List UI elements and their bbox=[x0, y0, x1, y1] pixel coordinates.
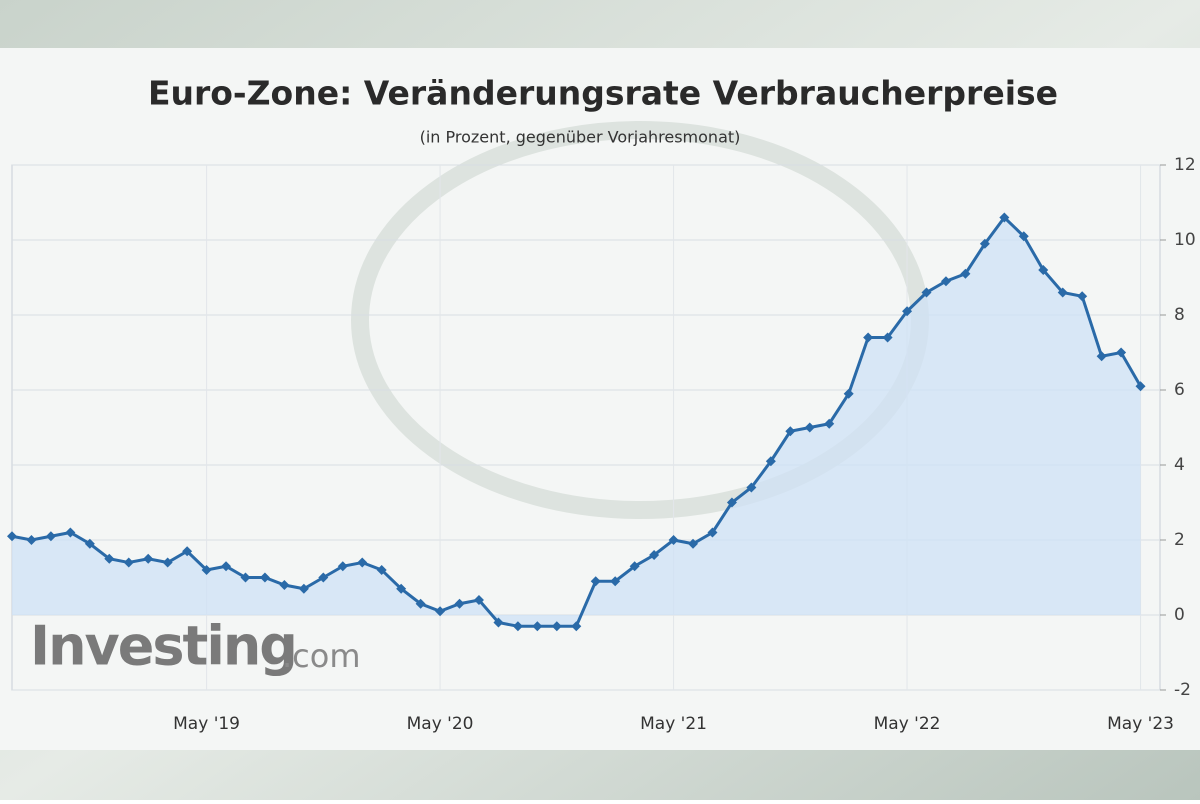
marker bbox=[357, 557, 368, 568]
marker bbox=[1038, 265, 1049, 275]
y-tick-label: 0 bbox=[1174, 605, 1185, 625]
marker bbox=[182, 546, 193, 557]
marker bbox=[1057, 287, 1068, 298]
marker bbox=[551, 621, 562, 632]
marker bbox=[610, 576, 621, 587]
marker bbox=[493, 617, 504, 628]
marker bbox=[298, 583, 309, 594]
y-tick-label: 4 bbox=[1174, 455, 1185, 475]
marker bbox=[1077, 291, 1088, 302]
marker bbox=[688, 538, 699, 549]
y-tick-label: -2 bbox=[1174, 680, 1191, 700]
y-tick-label: 10 bbox=[1174, 230, 1196, 250]
marker bbox=[863, 332, 874, 343]
marker bbox=[726, 497, 737, 508]
marker bbox=[843, 388, 854, 399]
marker bbox=[979, 238, 990, 249]
marker bbox=[7, 531, 17, 542]
marker bbox=[824, 418, 835, 429]
marker bbox=[415, 598, 426, 609]
marker bbox=[143, 553, 154, 564]
marker bbox=[123, 557, 134, 568]
marker bbox=[765, 456, 776, 467]
x-tick-label: May '19 bbox=[173, 714, 240, 734]
marker bbox=[707, 527, 718, 538]
marker bbox=[473, 595, 484, 605]
marker bbox=[668, 535, 679, 545]
marker bbox=[454, 598, 465, 609]
marker bbox=[1135, 381, 1146, 392]
y-tick-label: 12 bbox=[1174, 155, 1196, 175]
marker bbox=[999, 212, 1010, 223]
marker bbox=[435, 606, 446, 617]
marker bbox=[512, 621, 523, 632]
marker bbox=[84, 538, 95, 549]
marker bbox=[532, 621, 543, 632]
y-tick-label: 6 bbox=[1174, 380, 1185, 400]
marker bbox=[104, 553, 115, 564]
chart-subtitle: (in Prozent, gegenüber Vorjahresmonat) bbox=[420, 128, 741, 147]
chart-title: Euro-Zone: Veränderungsrate Verbraucherp… bbox=[148, 74, 1058, 113]
watermark-suffix: .com bbox=[282, 637, 361, 675]
marker bbox=[746, 482, 757, 493]
x-tick-label: May '20 bbox=[407, 714, 474, 734]
marker bbox=[1018, 231, 1029, 242]
watermark-brand: Investing bbox=[30, 615, 296, 678]
marker bbox=[629, 561, 640, 572]
x-tick-label: May '22 bbox=[874, 714, 941, 734]
marker bbox=[65, 527, 76, 538]
marker bbox=[882, 332, 893, 343]
area bbox=[12, 217, 1141, 627]
marker bbox=[940, 276, 951, 287]
marker bbox=[1116, 347, 1127, 358]
marker bbox=[921, 287, 932, 298]
marker bbox=[26, 535, 37, 545]
marker bbox=[785, 426, 796, 437]
x-tick-label: May '23 bbox=[1107, 714, 1174, 734]
marker bbox=[960, 268, 971, 279]
marker bbox=[649, 550, 660, 560]
y-tick-label: 8 bbox=[1174, 305, 1185, 325]
marker bbox=[337, 561, 348, 572]
marker bbox=[162, 557, 173, 568]
marker bbox=[221, 561, 232, 572]
x-tick-label: May '21 bbox=[640, 714, 707, 734]
marker bbox=[318, 572, 329, 583]
marker bbox=[804, 422, 815, 433]
marker bbox=[902, 306, 913, 317]
marker bbox=[45, 531, 56, 542]
marker bbox=[571, 621, 582, 632]
marker bbox=[259, 572, 270, 583]
marker bbox=[240, 572, 251, 583]
marker bbox=[201, 565, 212, 575]
y-tick-label: 2 bbox=[1174, 530, 1185, 550]
marker bbox=[376, 565, 387, 575]
marker bbox=[1096, 351, 1107, 362]
marker bbox=[396, 583, 407, 594]
marker bbox=[279, 580, 290, 590]
marker bbox=[590, 576, 601, 587]
